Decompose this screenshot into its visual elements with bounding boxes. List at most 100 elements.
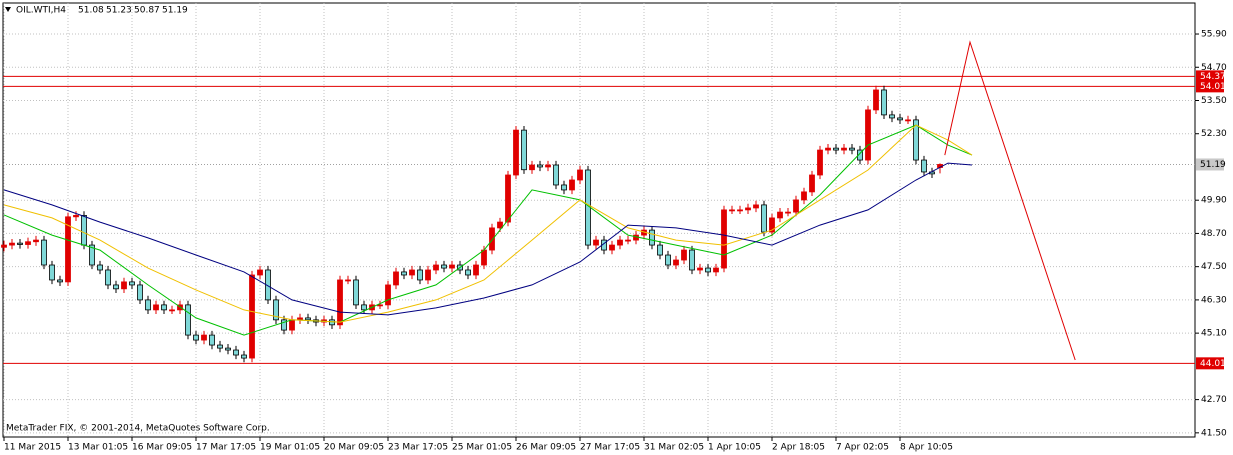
price-box-label: 51.19 <box>1200 160 1226 170</box>
candle-body <box>737 209 743 212</box>
candle-body <box>897 117 903 121</box>
x-tick-label: 8 Apr 10:05 <box>900 443 953 453</box>
candle-body <box>425 269 431 281</box>
candle-body <box>305 317 311 321</box>
candle-body <box>337 279 343 326</box>
candle-body <box>97 264 103 271</box>
candle-body <box>625 239 631 242</box>
candle-body <box>793 199 799 213</box>
candle-body <box>753 204 759 209</box>
candle-body <box>921 159 927 173</box>
menu-arrow[interactable] <box>5 7 11 12</box>
line-series <box>3 124 973 323</box>
candle-body <box>689 249 695 271</box>
candle-body <box>169 309 175 312</box>
candle-body <box>777 211 783 219</box>
candle-body <box>497 221 503 229</box>
candle-body <box>185 304 191 336</box>
header-low: 50.87 <box>134 6 160 16</box>
candle-body <box>489 227 495 251</box>
line-series <box>3 124 973 336</box>
y-tick-label: 55.90 <box>1201 30 1227 40</box>
price-box <box>1196 158 1224 171</box>
candle-body <box>505 174 511 223</box>
x-tick-label: 16 Mar 09:05 <box>132 443 192 453</box>
candle-body <box>233 349 239 356</box>
x-tick-label: 19 Mar 01:05 <box>260 443 320 453</box>
candle-body <box>49 264 55 281</box>
header-high: 51.23 <box>106 6 132 16</box>
candle-body <box>129 281 135 286</box>
candle-body <box>465 269 471 276</box>
x-tick-label: 26 Mar 09:05 <box>516 443 576 453</box>
candle-body <box>1 244 7 248</box>
y-tick-label: 49.90 <box>1201 196 1227 206</box>
candle-body <box>377 304 383 307</box>
candle-body <box>761 204 767 233</box>
candle-body <box>681 249 687 261</box>
candle-body <box>705 267 711 273</box>
header-close: 51.19 <box>162 6 188 16</box>
candle-body <box>289 319 295 331</box>
candle-body <box>649 229 655 246</box>
candle-body <box>217 344 223 349</box>
candle-body <box>121 281 127 290</box>
candle-body <box>17 242 23 245</box>
candle-body <box>849 147 855 151</box>
price-box-label: 54.37 <box>1200 72 1226 82</box>
x-tick-label: 27 Mar 17:05 <box>580 443 640 453</box>
candle-body <box>521 129 527 171</box>
y-tick-label: 48.70 <box>1201 229 1227 239</box>
candle-body <box>865 109 871 161</box>
candle-body <box>713 267 719 273</box>
price-box <box>1196 80 1224 93</box>
candle-body <box>433 264 439 271</box>
candle-body <box>801 191 807 201</box>
candle-body <box>513 129 519 176</box>
candle-body <box>745 207 751 211</box>
candle-body <box>273 299 279 321</box>
candle-body <box>81 215 87 246</box>
candle-body <box>569 179 575 191</box>
candle-body <box>161 304 167 311</box>
candle-body <box>913 119 919 161</box>
x-tick-label: 31 Mar 02:05 <box>644 443 704 453</box>
candle-body <box>529 164 535 171</box>
candle-body <box>545 164 551 168</box>
candle-body <box>329 319 335 326</box>
candle-body <box>33 239 39 243</box>
candle-body <box>881 89 887 116</box>
candle-body <box>561 184 567 191</box>
header-open: 51.08 <box>78 6 104 16</box>
y-tick-label: 42.70 <box>1201 395 1227 405</box>
candle-body <box>9 242 15 246</box>
y-tick-label: 47.50 <box>1201 262 1227 272</box>
candle-body <box>385 284 391 306</box>
footer: MetaTrader FIX, © 2001-2014, MetaQuotes … <box>6 424 270 434</box>
candle-body <box>225 347 231 351</box>
candle-body <box>209 334 215 346</box>
candle-body <box>609 244 615 251</box>
candle-body <box>297 317 303 321</box>
price-box-label: 44.01 <box>1200 359 1226 369</box>
candle-body <box>145 299 151 311</box>
candle-body <box>73 215 79 218</box>
candle-body <box>393 271 399 286</box>
y-tick-label: 52.30 <box>1201 129 1227 139</box>
candle-body <box>841 147 847 151</box>
candle-body <box>665 254 671 266</box>
candle-body <box>281 319 287 331</box>
candle-body <box>105 269 111 286</box>
plot-frame <box>2 2 1196 438</box>
line-series <box>944 40 1076 361</box>
candle-body <box>553 164 559 186</box>
candle-body <box>721 209 727 269</box>
candle-body <box>697 267 703 271</box>
y-tick-label: 46.30 <box>1201 295 1227 305</box>
y-tick-label: 41.50 <box>1201 428 1227 438</box>
candle-body <box>833 147 839 151</box>
y-tick-label: 53.50 <box>1201 96 1227 106</box>
line-series <box>3 162 973 316</box>
candle-body <box>473 264 479 276</box>
candle-body <box>201 334 207 341</box>
